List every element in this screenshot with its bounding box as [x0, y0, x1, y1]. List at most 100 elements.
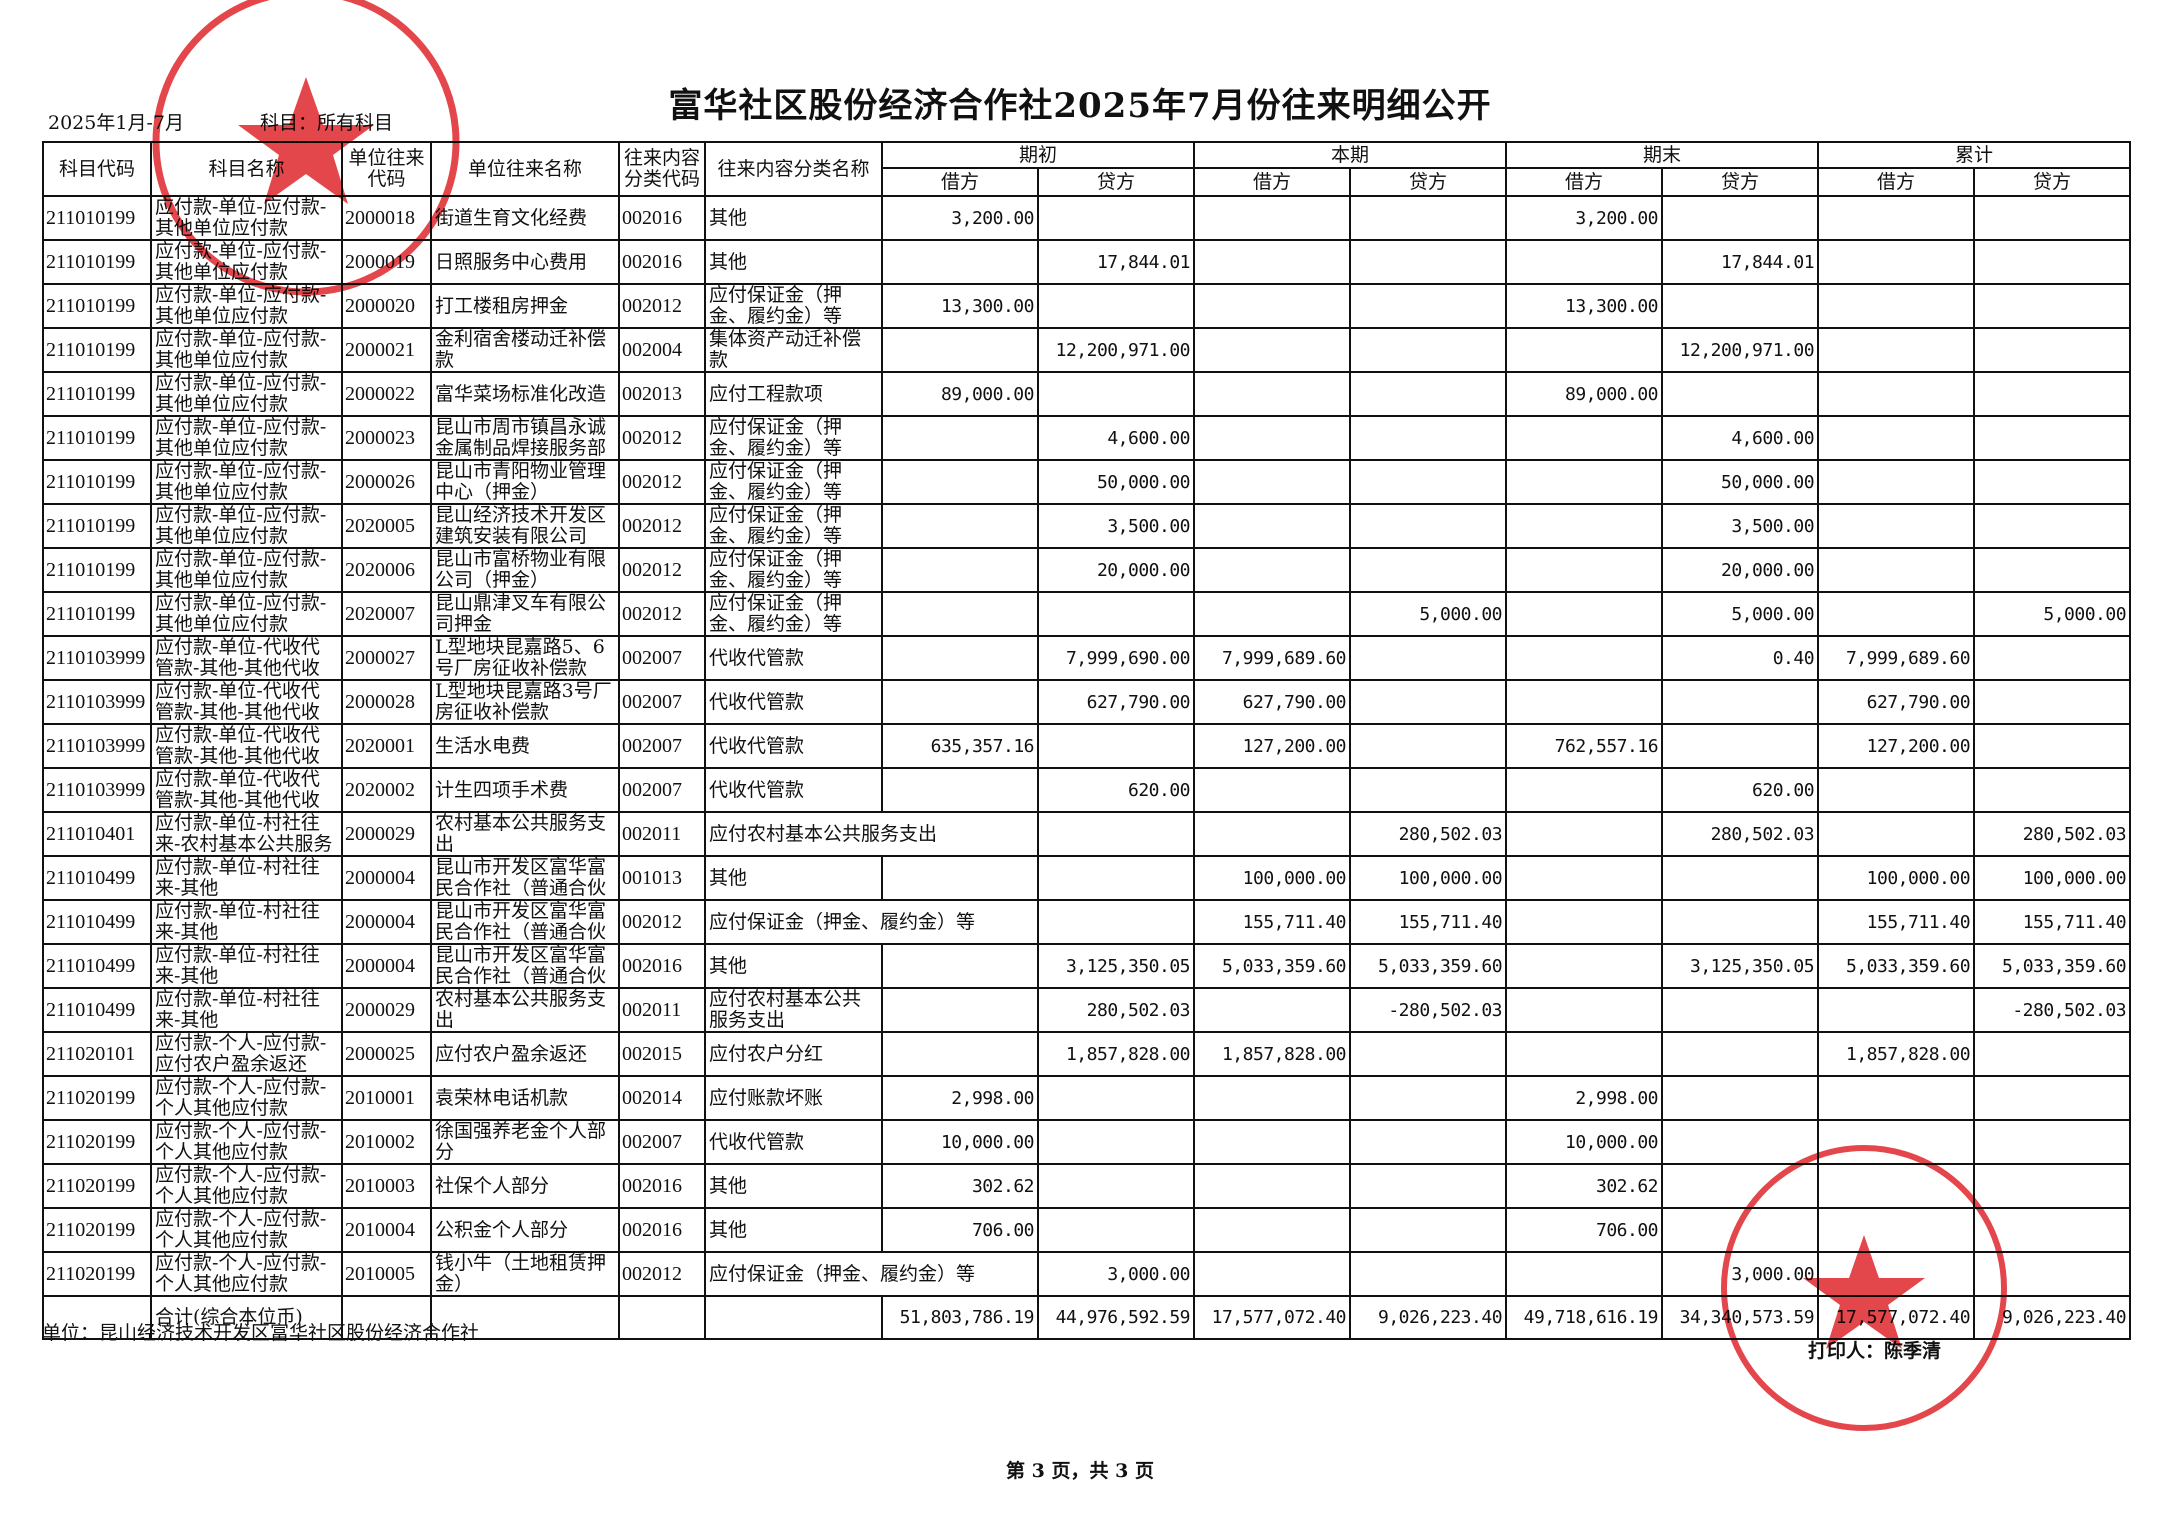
- amount-cell: 20,000.00: [1036, 547, 1196, 593]
- amount-cell: [1036, 1075, 1196, 1121]
- unit-code: 2000029: [341, 811, 432, 857]
- amount-cell: [1817, 767, 1976, 813]
- category-name: 应付保证金（押金、履约金）等: [704, 503, 883, 549]
- category-code-text: 002016: [622, 1219, 682, 1241]
- unit-name-text: 生活水电费: [435, 735, 531, 757]
- amount-cell: [1973, 195, 2132, 241]
- amount-cell: 12,200,971.00: [1036, 327, 1196, 373]
- amount-cell: [881, 767, 1039, 813]
- total-amount: 49,718,616.19: [1505, 1295, 1664, 1340]
- category-name-text: 应付账款坏账: [709, 1087, 824, 1109]
- unit-name-text: 打工楼租房押金: [435, 295, 569, 317]
- unit-name-text: 昆山市开发区富华富民合作社（普通合伙: [435, 857, 607, 899]
- unit-name-text: 昆山市开发区富华富民合作社（普通合伙: [435, 945, 607, 987]
- total-amount: 51,803,786.19: [881, 1295, 1039, 1340]
- unit-name: 农村基本公共服务支出: [430, 811, 620, 857]
- amount-cell: [1817, 371, 1976, 417]
- unit-name-text: 徐国强养老金个人部分: [435, 1121, 607, 1163]
- account-code-text: 211010199: [46, 603, 136, 625]
- amount-cell: 706.00: [881, 1207, 1039, 1253]
- category-code: 002016: [618, 943, 706, 989]
- account-code-text: 211010499: [46, 955, 136, 977]
- unit-code: 2010005: [341, 1251, 432, 1297]
- account-code-text: 2110103999: [46, 691, 146, 713]
- amount-cell-text: 5,000.00: [1731, 603, 1815, 625]
- amount-cell: 280,502.03: [1661, 811, 1820, 857]
- unit-name: 富华菜场标准化改造: [430, 371, 620, 417]
- amount-cell-text: 50,000.00: [1721, 471, 1815, 493]
- amount-cell-text: 620.00: [1127, 779, 1191, 801]
- amount-cell: 3,125,350.05: [1036, 943, 1196, 989]
- amount-cell-text: 5,000.00: [1419, 603, 1503, 625]
- amount-cell: [1349, 635, 1508, 681]
- unit-name-text: 街道生育文化经费: [435, 207, 588, 229]
- amount-cell: [1193, 415, 1352, 461]
- account-code: 211010499: [42, 987, 152, 1033]
- account-name: 应付款-个人-应付款-个人其他应付款: [150, 1251, 343, 1297]
- account-name: 应付款-单位-村社往来-其他: [150, 855, 343, 901]
- unit-name: 金利宿舍楼动迁补偿款: [430, 327, 620, 373]
- total-amount: 44,976,592.59: [1036, 1295, 1196, 1340]
- amount-cell: [1349, 239, 1508, 285]
- unit-name: 昆山市开发区富华富民合作社（普通合伙: [430, 943, 620, 989]
- account-name-text: 应付款-单位-应付款-其他单位应付款: [155, 197, 327, 239]
- amount-cell: [1193, 283, 1352, 329]
- amount-cell: [1349, 371, 1508, 417]
- amount-cell: [881, 679, 1039, 725]
- amount-cell: [1817, 1075, 1976, 1121]
- category-code: 002012: [618, 547, 706, 593]
- table-row: 211010199 应付款-单位-应付款-其他单位应付款 2000023 昆山市周市镇…: [42, 415, 2132, 461]
- amount-cell-text: 10,000.00: [940, 1131, 1034, 1153]
- account-code-text: 211010199: [46, 471, 136, 493]
- category-code: 002007: [618, 635, 706, 681]
- amount-cell-text: 627,790.00: [1242, 691, 1347, 713]
- account-code-text: 211010199: [46, 515, 136, 537]
- unit-code-text: 2000026: [345, 471, 415, 493]
- table-row: 211020199 应付款-个人-应付款-个人其他应付款 2010002 徐国强养老金…: [42, 1119, 2132, 1165]
- category-code: 002012: [618, 283, 706, 329]
- category-code-text: 002012: [622, 559, 682, 581]
- amount-cell: [1661, 1119, 1820, 1165]
- unit-name: 应付农户盈余返还: [430, 1031, 620, 1077]
- amount-cell-text: 1,857,828.00: [1846, 1043, 1971, 1065]
- amount-cell-text: 5,033,359.60: [1846, 955, 1971, 977]
- account-name-text: 应付款-单位-应付款-其他单位应付款: [155, 373, 327, 415]
- amount-cell: 12,200,971.00: [1661, 327, 1820, 373]
- account-code: 211010199: [42, 503, 152, 549]
- category-name-text: 代收代管款: [709, 691, 805, 713]
- unit-name: 公积金个人部分: [430, 1207, 620, 1253]
- unit-name-text: 公积金个人部分: [435, 1219, 569, 1241]
- category-code-text: 002004: [622, 339, 682, 361]
- unit-name-text: 社保个人部分: [435, 1175, 550, 1197]
- unit-code: 2000022: [341, 371, 432, 417]
- category-code: 002007: [618, 767, 706, 813]
- account-code: 211010199: [42, 415, 152, 461]
- table-row: 211010499 应付款-单位-村社往来-其他 2000004 昆山市开发区富华富民…: [42, 855, 2132, 901]
- unit-code: 2010004: [341, 1207, 432, 1253]
- unit-code-text: 2000023: [345, 427, 415, 449]
- total-amount-text: 17,577,072.40: [1211, 1307, 1347, 1328]
- page-title: 富华社区股份经济合作社2025年7月份往来明细公开: [668, 86, 1492, 126]
- header-debit: 借方: [1193, 167, 1352, 197]
- account-code-text: 211020101: [46, 1043, 136, 1065]
- amount-cell: [1349, 1207, 1508, 1253]
- amount-cell: 5,000.00: [1973, 591, 2132, 637]
- category-code-text: 002012: [622, 427, 682, 449]
- amount-cell: [1193, 1251, 1352, 1297]
- account-name-text: 应付款-单位-应付款-其他单位应付款: [155, 417, 327, 459]
- unit-code: 2020006: [341, 547, 432, 593]
- amount-cell-text: -280,502.03: [1388, 999, 1503, 1021]
- unit-name-text: 富华菜场标准化改造: [435, 383, 607, 405]
- table-row: 211010199 应付款-单位-应付款-其他单位应付款 2020007 昆山鼎津叉车…: [42, 591, 2132, 637]
- account-code: 211010199: [42, 371, 152, 417]
- table-row: 211010199 应付款-单位-应付款-其他单位应付款 2000018 街道生育文化…: [42, 195, 2132, 241]
- amount-cell: 1,857,828.00: [1817, 1031, 1976, 1077]
- account-code: 211020199: [42, 1163, 152, 1209]
- table-row: 211010199 应付款-单位-应付款-其他单位应付款 2000022 富华菜场标准…: [42, 371, 2132, 417]
- amount-cell: [1193, 1075, 1352, 1121]
- amount-cell: [1505, 943, 1664, 989]
- amount-cell-text: 3,200.00: [951, 207, 1034, 229]
- total-amount: 34,340,573.59: [1661, 1295, 1820, 1340]
- amount-cell: [1349, 679, 1508, 725]
- amount-cell: [881, 635, 1039, 681]
